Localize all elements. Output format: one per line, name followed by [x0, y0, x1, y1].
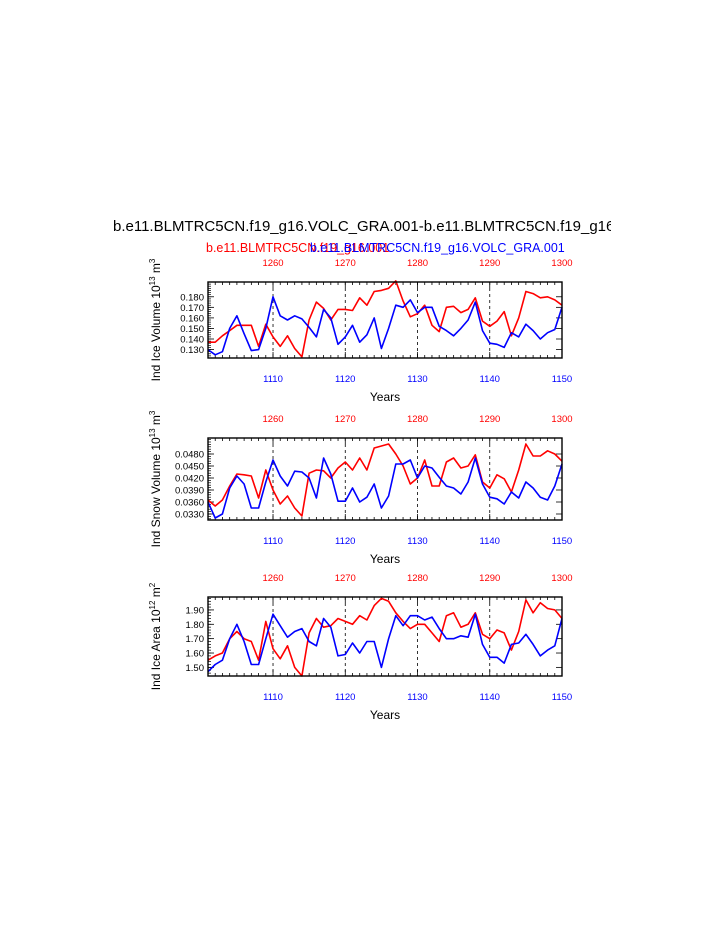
plot-frame [207, 596, 563, 677]
x-tick-label-bottom: 1110 [263, 536, 283, 547]
y-tick-label: 1.50 [186, 663, 205, 674]
x-tick-label-bottom: 1150 [552, 692, 572, 703]
x-tick-label-top: 1280 [407, 258, 428, 269]
y-tick-label: 0.0360 [175, 498, 204, 509]
y-tick-label: 1.80 [186, 620, 205, 631]
x-tick-label-bottom: 1140 [480, 692, 500, 703]
x-tick-label-top: 1290 [479, 573, 500, 584]
y-axis-label-part: 3 [148, 410, 157, 415]
y-axis-label-part: Ind Ice Area 10 [149, 609, 163, 690]
y-tick-label: 0.160 [180, 313, 204, 324]
x-axis-label: Years [370, 708, 400, 722]
chart-main-title: b.e11.BLMTRC5CN.f19_g16.VOLC_GRA.001-b.e… [113, 218, 611, 235]
y-tick-label: 0.130 [180, 345, 204, 356]
y-tick-label: 0.0390 [175, 486, 204, 497]
y-axis-label-part: m [149, 587, 163, 600]
plot-frame [207, 281, 563, 359]
y-axis-label: Ind Ice Volume 1013 m3 [148, 258, 163, 381]
series-line-red [208, 280, 563, 358]
x-tick-label-top: 1300 [551, 573, 572, 584]
x-tick-label-bottom: 1120 [335, 692, 355, 703]
x-tick-label-bottom: 1130 [407, 374, 427, 385]
y-tick-label: 0.0420 [175, 474, 204, 485]
x-tick-label-bottom: 1110 [263, 374, 283, 385]
series-line-blue [207, 613, 563, 673]
panel-3: 1.50 1.60 1.70 1.80 1.90 1110 1120 1130 1140 1150… [148, 573, 573, 722]
x-tick-label-bottom: 1140 [480, 374, 500, 385]
x-axis-label: Years [370, 552, 400, 566]
y-tick-label: 0.180 [180, 292, 204, 303]
x-tick-label-bottom: 1120 [335, 536, 355, 547]
y-axis-label-part: Ind Ice Volume 10 [149, 285, 163, 381]
y-axis-label-part: 13 [148, 276, 157, 285]
y-tick-label: 0.0480 [175, 450, 204, 461]
x-tick-label-bottom: 1140 [480, 536, 500, 547]
y-axis-label-part: 13 [148, 428, 157, 437]
y-tick-label: 1.60 [186, 649, 205, 660]
x-tick-label-top: 1260 [262, 258, 283, 269]
plot-frame [207, 437, 563, 521]
y-tick-label: 0.0450 [175, 462, 204, 473]
x-tick-label-top: 1270 [335, 573, 356, 584]
x-tick-label-bottom: 1150 [552, 536, 572, 547]
x-tick-label-top: 1280 [407, 573, 428, 584]
x-axis-label: Years [370, 390, 400, 404]
x-tick-label-bottom: 1130 [407, 536, 427, 547]
x-tick-label-top: 1260 [262, 414, 283, 425]
y-tick-label: 1.90 [186, 605, 205, 616]
x-tick-label-top: 1290 [479, 414, 500, 425]
x-tick-label-top: 1280 [407, 414, 428, 425]
x-tick-label-top: 1300 [551, 414, 572, 425]
series-line-blue [207, 457, 563, 519]
y-tick-label: 0.170 [180, 303, 204, 314]
legend-blue-label: b.e11.BLMTRC5CN.f19_g16.VOLC_GRA.001 [310, 241, 565, 255]
y-tick-label: 1.70 [186, 634, 205, 645]
series-line-blue [207, 295, 563, 356]
y-axis-label-part: m [149, 263, 163, 276]
y-tick-label: 0.140 [180, 335, 204, 346]
legend-red-label: b.e11.BLMTRC5CN.f19_g16.001 [206, 241, 389, 255]
y-axis-label: Ind Ice Area 1012 m2 [148, 582, 163, 690]
x-tick-label-top: 1300 [551, 258, 572, 269]
y-axis-label: Ind Snow Volume 1013 m3 [148, 410, 163, 547]
y-axis-label-part: Ind Snow Volume 10 [149, 437, 163, 547]
x-tick-label-top: 1270 [335, 258, 356, 269]
x-tick-label-bottom: 1150 [552, 374, 572, 385]
y-axis-label-part: 3 [148, 258, 157, 263]
y-tick-label: 0.0330 [175, 510, 204, 521]
y-axis-label-part: 12 [148, 600, 157, 609]
series-line-red [207, 443, 563, 517]
y-axis-label-part: 2 [148, 582, 157, 587]
x-tick-label-bottom: 1110 [263, 692, 283, 703]
y-axis-label-part: m [149, 415, 163, 428]
y-tick-label: 0.150 [180, 324, 204, 335]
x-tick-label-bottom: 1130 [407, 692, 427, 703]
x-tick-label-bottom: 1120 [335, 374, 355, 385]
series-line-red [207, 597, 563, 677]
x-tick-label-top: 1260 [262, 573, 283, 584]
x-tick-label-top: 1270 [335, 414, 356, 425]
x-tick-label-top: 1290 [479, 258, 500, 269]
